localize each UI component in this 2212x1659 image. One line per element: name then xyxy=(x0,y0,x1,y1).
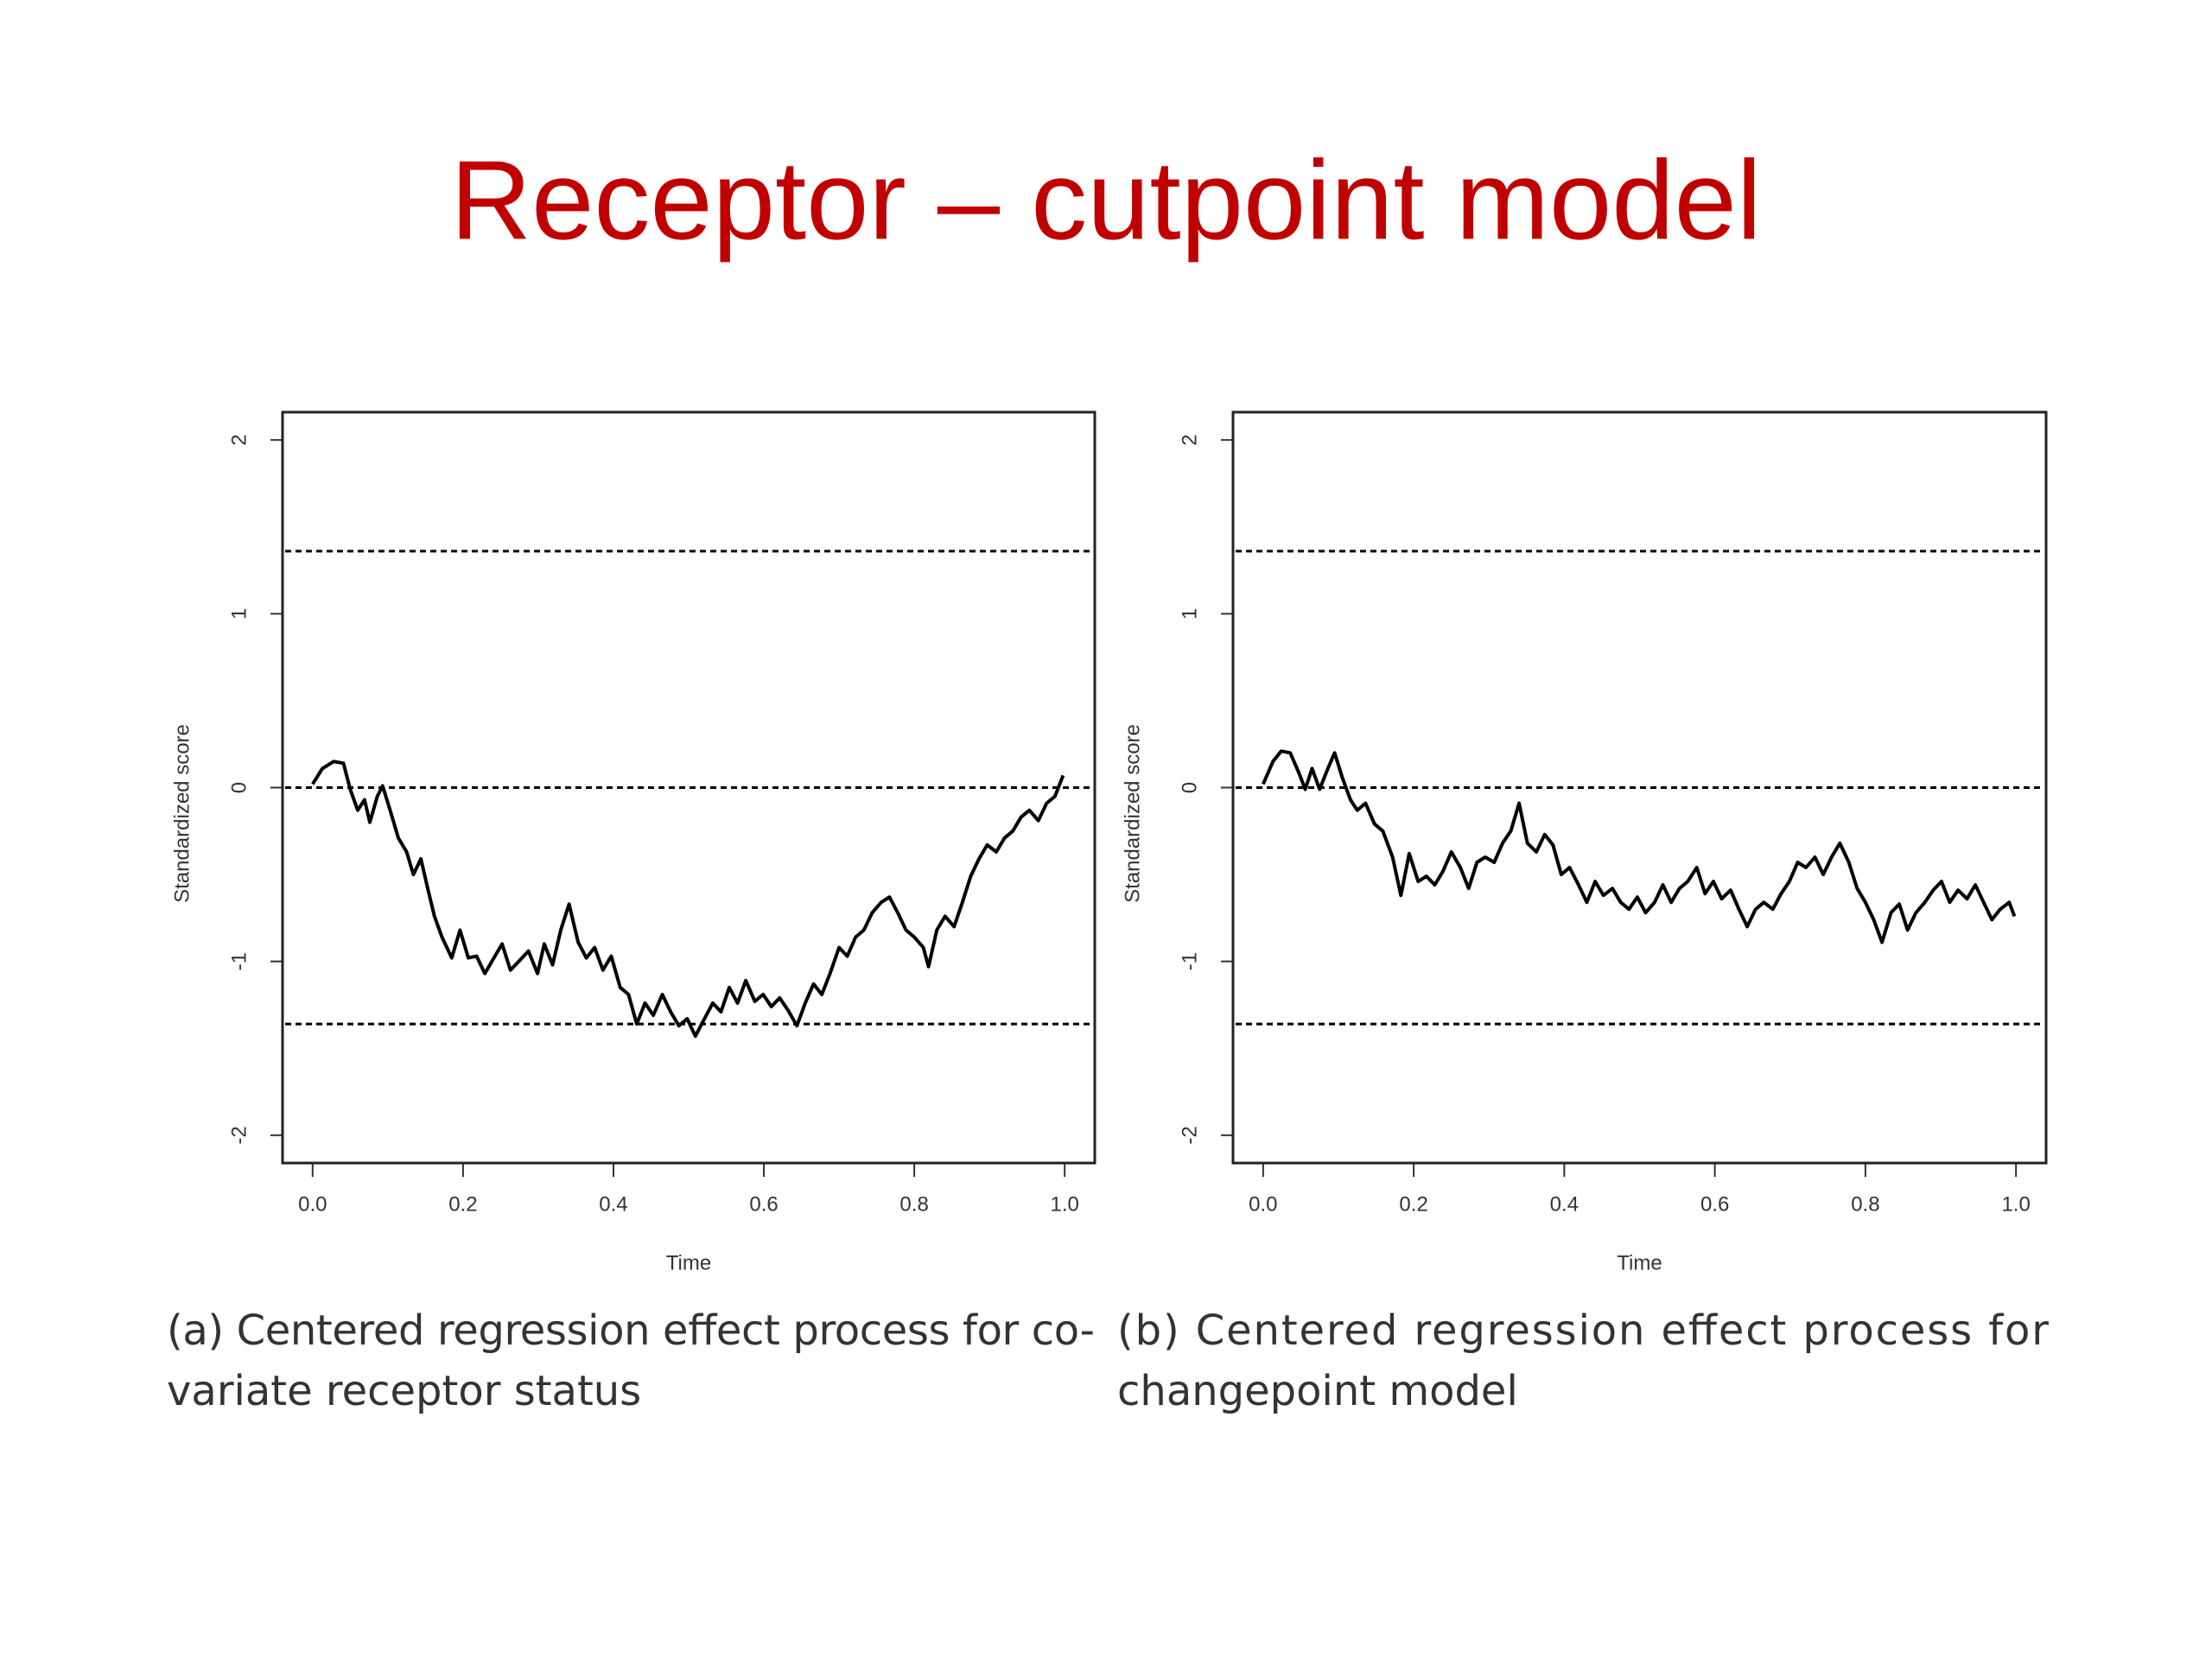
y-tick-label: -2 xyxy=(227,1126,251,1144)
x-tick-label: 0.2 xyxy=(1399,1192,1427,1216)
x-axis-label: Time xyxy=(1617,1251,1662,1274)
y-axis-label: Standardized score xyxy=(1121,724,1144,903)
x-tick-label: 0.8 xyxy=(899,1192,928,1216)
x-tick-label: 0.0 xyxy=(1249,1192,1277,1216)
y-tick-label: 0 xyxy=(227,782,251,793)
x-tick-label: 0.8 xyxy=(1851,1192,1879,1216)
figure-caption: changepoint model xyxy=(1117,1367,1518,1415)
x-tick-label: 0.6 xyxy=(1700,1192,1729,1216)
figure-caption: variate receptor status xyxy=(167,1367,641,1415)
x-tick-label: 0.2 xyxy=(448,1192,477,1216)
y-axis-label: Standardized score xyxy=(170,724,194,903)
figure-caption: (b) Centered regression effect process f… xyxy=(1117,1306,2049,1355)
x-tick-label: 1.0 xyxy=(1050,1192,1078,1216)
plot-frame xyxy=(281,410,1096,1165)
x-tick-label: 1.0 xyxy=(2001,1192,2030,1216)
x-tick-label: 0.0 xyxy=(298,1192,327,1216)
y-tick-label: 1 xyxy=(227,608,251,620)
x-tick-label: 0.4 xyxy=(599,1192,627,1216)
data-line xyxy=(1262,749,2017,944)
y-tick-label: 1 xyxy=(1178,608,1201,620)
y-tick-label: 2 xyxy=(227,435,251,446)
x-tick-label: 0.4 xyxy=(1550,1192,1579,1216)
y-tick-label: 2 xyxy=(1178,435,1201,446)
data-line xyxy=(311,760,1065,1039)
y-tick-label: -1 xyxy=(227,952,251,970)
x-tick-label: 0.6 xyxy=(749,1192,778,1216)
slide-title: Receptor – cutpoint model xyxy=(450,137,1762,263)
figure-caption: (a) Centered regression effect process f… xyxy=(167,1306,1095,1355)
y-tick-label: 0 xyxy=(1178,782,1201,793)
y-tick-label: -1 xyxy=(1178,952,1201,970)
x-axis-label: Time xyxy=(666,1251,711,1274)
plot-frame xyxy=(1231,410,2048,1165)
y-tick-label: -2 xyxy=(1178,1126,1201,1144)
